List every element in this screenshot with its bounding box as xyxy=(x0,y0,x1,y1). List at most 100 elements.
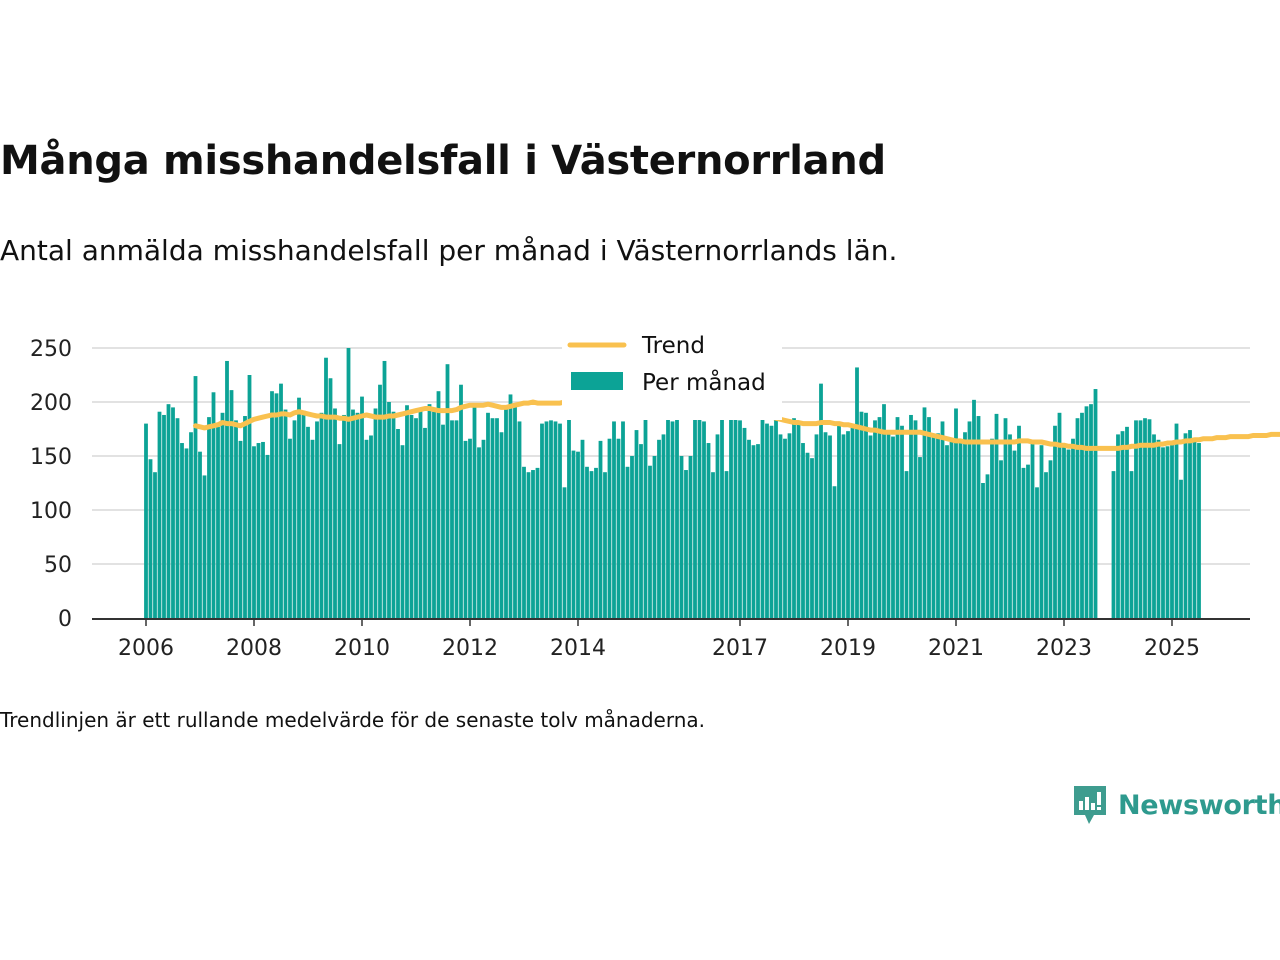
bar xyxy=(801,443,805,618)
bar xyxy=(976,416,981,618)
bar xyxy=(949,441,954,618)
legend-bars-label: Per månad xyxy=(642,368,766,396)
bar xyxy=(841,434,846,618)
bar xyxy=(868,435,873,618)
bar xyxy=(1066,449,1071,618)
bar xyxy=(261,441,265,618)
bar xyxy=(540,423,544,618)
bar xyxy=(711,472,715,618)
bar xyxy=(1143,418,1147,618)
bar xyxy=(1080,412,1084,618)
bar xyxy=(1035,487,1039,618)
bar xyxy=(504,405,508,618)
bar xyxy=(954,408,958,618)
bar xyxy=(400,445,405,618)
bar xyxy=(1183,433,1188,618)
bar xyxy=(391,411,396,618)
bar xyxy=(670,421,675,618)
bar xyxy=(886,433,891,618)
x-tick-label: 2014 xyxy=(550,636,606,661)
bar xyxy=(360,396,364,618)
bar xyxy=(418,410,423,618)
bar xyxy=(166,404,171,618)
bar xyxy=(927,417,931,618)
bar xyxy=(621,421,625,618)
bar xyxy=(918,457,922,618)
bar xyxy=(1089,404,1093,618)
bar xyxy=(436,391,441,618)
bar xyxy=(189,432,193,618)
bar xyxy=(738,420,742,618)
bar xyxy=(877,417,882,618)
bar xyxy=(292,420,297,618)
bar xyxy=(1120,431,1125,618)
bar xyxy=(1174,423,1179,618)
bar xyxy=(328,378,333,618)
brand: Newsworthy xyxy=(1072,784,1280,826)
bar xyxy=(1156,439,1161,618)
bar xyxy=(1111,471,1116,618)
bar xyxy=(630,456,634,618)
bar xyxy=(283,409,288,618)
bar xyxy=(333,408,337,618)
bar xyxy=(693,414,697,618)
bar xyxy=(1048,460,1053,618)
bar xyxy=(999,460,1003,618)
bar xyxy=(720,411,724,618)
bar xyxy=(891,436,895,618)
bar xyxy=(499,432,504,618)
bar xyxy=(207,417,211,618)
bar xyxy=(162,414,166,618)
bar xyxy=(211,392,216,618)
bar xyxy=(445,364,450,618)
legend-bar-swatch xyxy=(571,372,623,390)
bar xyxy=(580,439,585,618)
bar xyxy=(310,439,315,618)
chart-title: Många misshandelsfall i Västernorrland xyxy=(0,138,886,184)
bar xyxy=(787,433,792,618)
bar xyxy=(715,434,720,618)
y-tick-label: 100 xyxy=(30,499,72,524)
bar xyxy=(747,439,751,618)
bar xyxy=(373,408,378,618)
bar xyxy=(1017,425,1021,618)
bar xyxy=(229,390,234,618)
bar xyxy=(900,425,904,618)
newsworthy-logo-icon xyxy=(1074,786,1106,824)
bar xyxy=(684,470,688,618)
bar xyxy=(864,412,868,618)
bar xyxy=(157,411,162,618)
bar xyxy=(1012,450,1017,618)
bar xyxy=(913,420,918,618)
chart: 0 50 100 150 200 250 2006 2008 2010 2012 2014 2017… xyxy=(30,333,1280,661)
bar xyxy=(477,447,481,618)
bar xyxy=(837,422,841,618)
y-tick-label: 50 xyxy=(44,553,72,578)
x-tick-label: 2019 xyxy=(820,636,876,661)
x-tick-label: 2025 xyxy=(1144,636,1200,661)
bar xyxy=(769,425,774,618)
bar xyxy=(1084,406,1089,618)
bar xyxy=(423,427,427,618)
bar xyxy=(634,430,639,618)
bar xyxy=(459,384,463,618)
bar xyxy=(324,357,328,618)
x-axis-ticks: 2006 2008 2010 2012 2014 2017 2019 2021 2023 2025 xyxy=(118,619,1200,661)
bar xyxy=(594,467,598,618)
bar xyxy=(882,404,886,618)
bar xyxy=(351,409,355,618)
bar xyxy=(490,418,495,618)
bar xyxy=(1075,418,1080,618)
bar xyxy=(1161,447,1165,618)
bar xyxy=(427,404,432,618)
bar xyxy=(535,467,540,618)
bar xyxy=(958,443,963,618)
bar xyxy=(607,438,612,618)
bar xyxy=(724,471,729,618)
bar xyxy=(666,412,670,618)
bar xyxy=(450,420,454,618)
bar xyxy=(904,471,909,618)
legend: Trend Per månad xyxy=(562,333,782,420)
bar xyxy=(855,367,859,618)
bar xyxy=(810,458,814,618)
